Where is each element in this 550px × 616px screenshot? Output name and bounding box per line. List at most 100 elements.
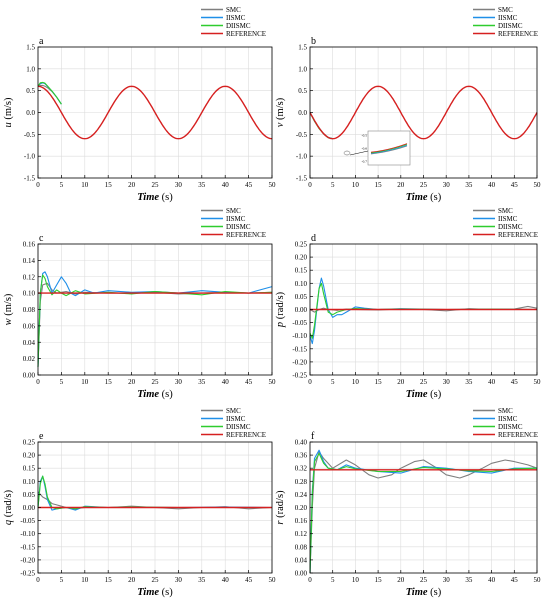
y-tick-label: 0.40 xyxy=(295,439,308,447)
y-tick-label: 0.24 xyxy=(295,491,308,499)
legend-label-smc: SMC xyxy=(226,407,241,415)
x-tick-label: 5 xyxy=(60,181,64,189)
series-line-iismc xyxy=(309,449,537,574)
y-tick-label: -1.5 xyxy=(24,175,36,183)
x-tick-label: 30 xyxy=(175,378,183,386)
x-axis-label-unit: (s) xyxy=(159,587,173,598)
y-tick-label: 0.00 xyxy=(23,372,36,380)
x-tick-label: 15 xyxy=(105,378,113,386)
x-tick-label: 40 xyxy=(488,378,496,386)
x-axis-label-name: Time xyxy=(406,389,428,400)
y-tick-label: 0.16 xyxy=(23,241,36,249)
y-tick-label: 0.25 xyxy=(23,439,36,447)
y-tick-label: 0.02 xyxy=(23,355,36,363)
legend-label-reference: REFERENCE xyxy=(498,231,538,239)
x-tick-label: 5 xyxy=(60,378,64,386)
y-tick-label: -0.15 xyxy=(20,543,35,551)
x-axis-label: Time (s) xyxy=(406,192,442,203)
x-tick-label: 5 xyxy=(331,576,335,584)
x-axis-label: Time (s) xyxy=(137,389,173,400)
chart-panel-f: 0 5 10 15 20 25 30 35 40 45 50 0.00 0.04 0.08 0.12 0.16… xyxy=(275,407,541,598)
series-line-iismc xyxy=(309,112,333,140)
x-tick-label: 25 xyxy=(152,378,160,386)
y-tick-label: 0.20 xyxy=(295,254,308,262)
x-tick-label: 25 xyxy=(152,181,160,189)
x-tick-label: 15 xyxy=(375,576,383,584)
y-tick-label: 0.0 xyxy=(298,109,307,117)
x-axis-label-unit: (s) xyxy=(159,389,173,400)
x-tick-label: 50 xyxy=(269,181,277,189)
zoom-inset: -0.5 -0.6 -0.7 xyxy=(343,130,411,166)
legend-label-iismc: IISMC xyxy=(226,14,246,22)
inset-tick-label: -0.5 xyxy=(361,134,367,138)
y-tick-label: 1.0 xyxy=(26,65,35,73)
x-tick-label: 0 xyxy=(36,576,40,584)
panel-letter: b xyxy=(311,36,316,47)
x-tick-label: 45 xyxy=(245,181,253,189)
y-tick-label: 0.10 xyxy=(23,478,36,486)
y-tick-label: 0.0 xyxy=(26,109,35,117)
x-tick-label: 20 xyxy=(128,576,136,584)
y-tick-label: 0.5 xyxy=(26,87,35,95)
y-axis-label: u (m/s) xyxy=(3,97,14,128)
series-line-iismc xyxy=(37,271,273,367)
x-tick-label: 20 xyxy=(397,378,405,386)
legend-label-diismc: DIISMC xyxy=(226,22,251,30)
y-tick-label: 0.16 xyxy=(295,517,308,525)
chart-panel-a: 0 5 10 15 20 25 30 35 40 45 50 -1.5 -1.0 -0.5 0.0 0.5 1.… xyxy=(3,6,276,203)
x-tick-label: 20 xyxy=(128,181,136,189)
x-tick-label: 10 xyxy=(352,181,360,189)
y-tick-label: 0.04 xyxy=(295,556,308,564)
x-tick-label: 50 xyxy=(269,576,277,584)
legend-label-diismc: DIISMC xyxy=(498,223,523,231)
x-tick-label: 20 xyxy=(397,181,405,189)
x-tick-label: 35 xyxy=(198,378,206,386)
inset-tick-label: -0.6 xyxy=(361,147,367,151)
x-tick-label: 50 xyxy=(534,576,542,584)
legend-label-smc: SMC xyxy=(226,207,241,215)
x-tick-label: 35 xyxy=(465,181,473,189)
y-tick-label: 0.00 xyxy=(295,306,308,314)
x-tick-label: 45 xyxy=(245,378,253,386)
x-tick-label: 25 xyxy=(152,576,160,584)
x-tick-label: 5 xyxy=(331,181,335,189)
chart-panel-c: 0 5 10 15 20 25 30 35 40 45 50 0.00 0.02 0.04 0.06 0.08… xyxy=(3,207,276,400)
legend-label-smc: SMC xyxy=(498,6,513,14)
y-axis-label-symbol: q xyxy=(3,520,14,525)
y-tick-label: 0.00 xyxy=(23,504,36,512)
inset-frame xyxy=(367,130,411,166)
y-tick-label: 0.00 xyxy=(295,570,308,578)
x-axis-label-unit: (s) xyxy=(159,192,173,203)
chart-panel-d: 0 5 10 15 20 25 30 35 40 45 50 -0.25 -0.20 -0.15 -0.10… xyxy=(275,207,541,400)
x-axis-label-name: Time xyxy=(137,192,159,203)
chart-panel-e: 0 5 10 15 20 25 30 35 40 45 50 -0.25 -0.20 -0.15 -0.10… xyxy=(3,407,276,598)
y-axis-label-symbol: p xyxy=(275,322,286,328)
legend-label-smc: SMC xyxy=(226,6,241,14)
x-tick-label: 35 xyxy=(465,576,473,584)
y-tick-label: 0.36 xyxy=(295,452,308,460)
x-tick-label: 15 xyxy=(105,576,113,584)
y-tick-label: 1.0 xyxy=(298,65,307,73)
y-tick-label: 0.15 xyxy=(23,465,36,473)
series-line-diismc xyxy=(37,274,273,367)
legend-label-diismc: DIISMC xyxy=(498,423,523,431)
y-tick-label: 0.06 xyxy=(23,322,36,330)
x-axis-label: Time (s) xyxy=(137,192,173,203)
y-axis-label-symbol: u xyxy=(3,122,14,127)
y-tick-label: -1.0 xyxy=(296,153,308,161)
y-tick-label: -1.0 xyxy=(24,153,36,161)
x-tick-label: 10 xyxy=(81,576,89,584)
x-tick-label: 50 xyxy=(534,181,542,189)
y-tick-label: -0.15 xyxy=(292,345,307,353)
x-tick-label: 5 xyxy=(60,576,64,584)
y-tick-label: -0.10 xyxy=(20,530,35,538)
series-line-smc xyxy=(309,112,333,140)
x-tick-label: 25 xyxy=(420,181,428,189)
legend-label-iismc: IISMC xyxy=(498,415,518,423)
y-tick-label: -0.25 xyxy=(292,372,307,380)
x-tick-label: 40 xyxy=(488,181,496,189)
x-tick-label: 35 xyxy=(198,576,206,584)
